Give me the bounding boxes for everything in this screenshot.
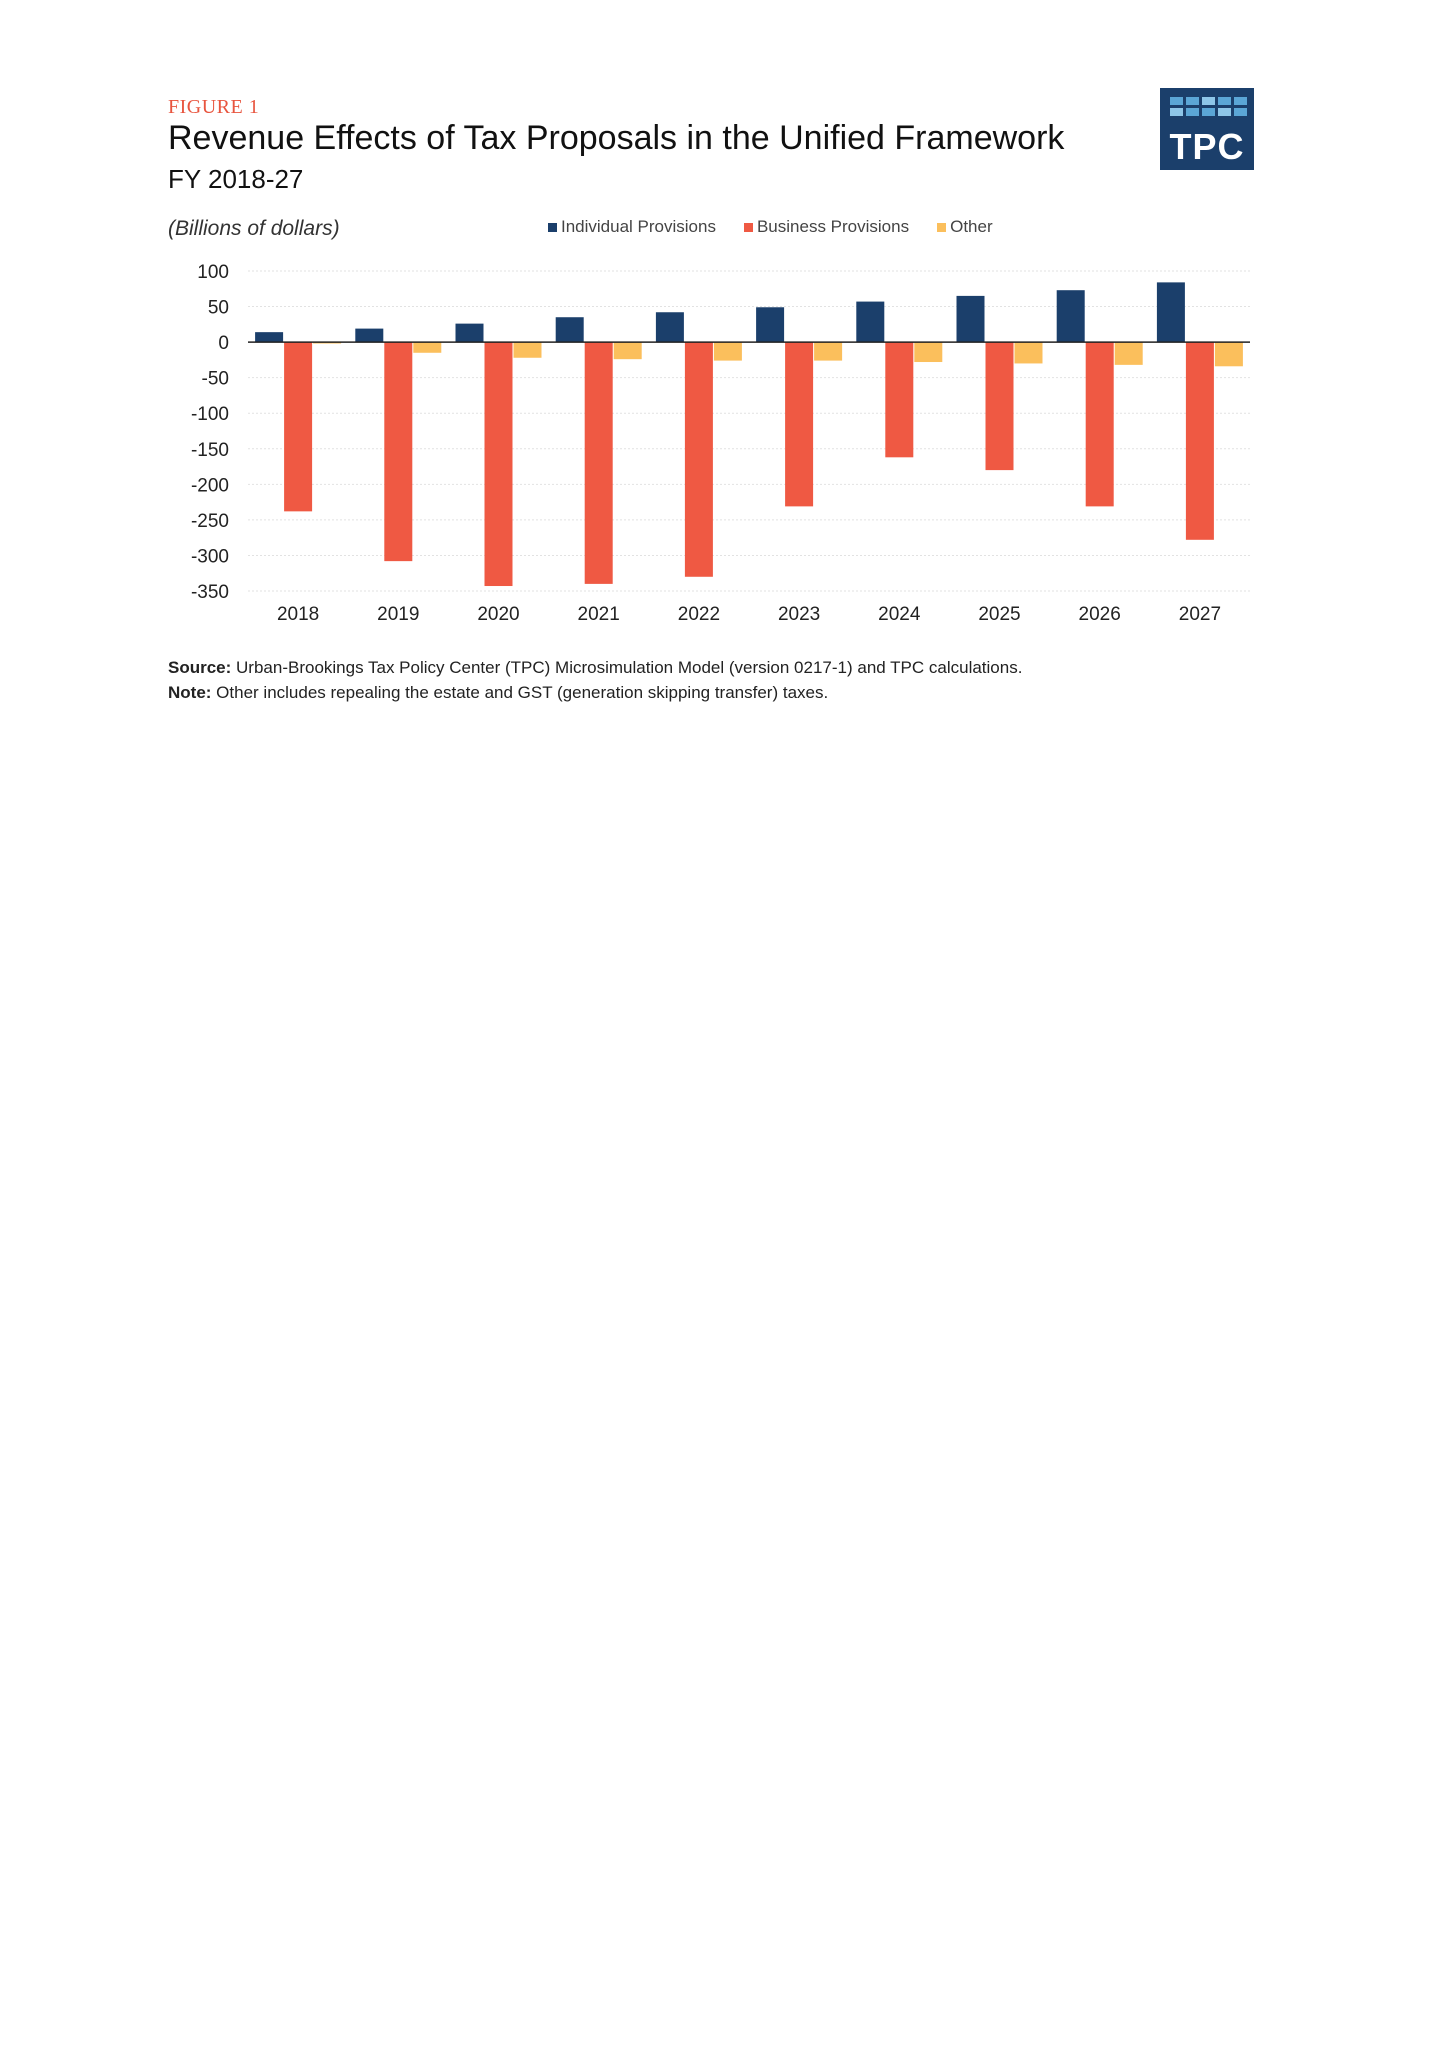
logo-text: TPC bbox=[1169, 126, 1245, 167]
y-tick-label: -300 bbox=[191, 546, 229, 567]
y-tick-label: 50 bbox=[208, 298, 229, 319]
note-line: Note: Other includes repealing the estat… bbox=[168, 680, 1022, 705]
bar-individual-2019 bbox=[355, 328, 384, 343]
legend-swatch-business bbox=[743, 222, 753, 232]
y-tick-label: 100 bbox=[197, 262, 229, 283]
x-tick-label: 2020 bbox=[477, 604, 519, 625]
bar-individual-2024 bbox=[856, 301, 885, 343]
bar-other-2020 bbox=[513, 342, 542, 358]
chart-title: Revenue Effects of Tax Proposals in the … bbox=[168, 119, 1065, 157]
legend-swatch-individual bbox=[548, 222, 557, 232]
bar-business-2020 bbox=[484, 342, 513, 587]
bar-chart: 100 50 0 -50 -100 -150 -200 -250 -300 -350 2018 201… bbox=[191, 262, 1250, 625]
y-tick-label: -150 bbox=[191, 440, 229, 461]
bar-individual-2021 bbox=[555, 317, 584, 343]
note-label: Note: bbox=[168, 683, 212, 702]
note-text: Other includes repealing the estate and … bbox=[211, 683, 829, 702]
y-tick-label: -50 bbox=[202, 369, 229, 390]
legend-label-business: Business Provisions bbox=[756, 217, 910, 236]
x-tick-label: 2022 bbox=[678, 604, 720, 625]
bar-business-2024 bbox=[885, 342, 914, 458]
bar-other-2023 bbox=[814, 342, 843, 361]
x-tick-label: 2019 bbox=[377, 604, 419, 625]
logo-grid-icon bbox=[1170, 97, 1247, 116]
legend: Individual Provisions Business Provision… bbox=[548, 217, 1021, 237]
bar-other-2025 bbox=[1014, 342, 1043, 364]
y-tick-label: 0 bbox=[218, 333, 229, 354]
bar-business-2027 bbox=[1185, 342, 1214, 540]
x-tick-label: 2021 bbox=[578, 604, 620, 625]
source-label: Source: bbox=[168, 658, 232, 677]
chart-notes: Source: Urban-Brookings Tax Policy Cente… bbox=[168, 655, 1022, 705]
y-tick-label: -200 bbox=[191, 475, 229, 496]
x-tick-label: 2023 bbox=[778, 604, 820, 625]
y-tick-label: -350 bbox=[191, 582, 229, 603]
legend-item-business: Business Provisions bbox=[743, 217, 910, 237]
units-label: (Billions of dollars) bbox=[168, 217, 340, 240]
bar-other-2022 bbox=[713, 342, 742, 361]
bar-other-2019 bbox=[413, 342, 442, 353]
bar-business-2019 bbox=[384, 342, 413, 562]
x-tick-label: 2018 bbox=[277, 604, 319, 625]
bar-individual-2026 bbox=[1056, 290, 1085, 343]
bar-other-2026 bbox=[1114, 342, 1143, 365]
legend-item-individual: Individual Provisions bbox=[548, 217, 716, 237]
bar-business-2018 bbox=[284, 342, 313, 512]
bar-individual-2020 bbox=[455, 323, 484, 343]
bar-other-2027 bbox=[1214, 342, 1243, 367]
bar-other-2024 bbox=[914, 342, 943, 363]
bar-business-2023 bbox=[785, 342, 814, 507]
tpc-logo: TPC bbox=[1160, 88, 1254, 170]
bar-other-2021 bbox=[613, 342, 642, 360]
y-tick-label: -100 bbox=[191, 404, 229, 425]
x-tick-label: 2024 bbox=[878, 604, 921, 625]
x-tick-label: 2025 bbox=[978, 604, 1020, 625]
legend-label-other: Other bbox=[950, 217, 993, 236]
x-tick-label: 2027 bbox=[1179, 604, 1221, 625]
x-tick-label: 2026 bbox=[1079, 604, 1121, 625]
bar-individual-2018 bbox=[255, 332, 284, 343]
source-text: Urban-Brookings Tax Policy Center (TPC) … bbox=[231, 658, 1023, 677]
bar-individual-2025 bbox=[956, 295, 985, 343]
bar-individual-2023 bbox=[756, 307, 785, 343]
bar-business-2025 bbox=[985, 342, 1014, 471]
bar-individual-2027 bbox=[1156, 282, 1185, 343]
bar-individual-2022 bbox=[655, 312, 684, 343]
y-tick-label: -250 bbox=[191, 511, 229, 532]
bar-business-2021 bbox=[584, 342, 613, 584]
source-line: Source: Urban-Brookings Tax Policy Cente… bbox=[168, 655, 1022, 680]
chart-subtitle: FY 2018-27 bbox=[168, 164, 304, 194]
bar-business-2022 bbox=[684, 342, 713, 577]
figure-label: FIGURE 1 bbox=[168, 96, 260, 118]
legend-swatch-other bbox=[937, 222, 947, 232]
legend-label-individual: Individual Provisions bbox=[561, 217, 716, 236]
legend-item-other: Other bbox=[937, 217, 993, 237]
bar-business-2026 bbox=[1085, 342, 1114, 507]
